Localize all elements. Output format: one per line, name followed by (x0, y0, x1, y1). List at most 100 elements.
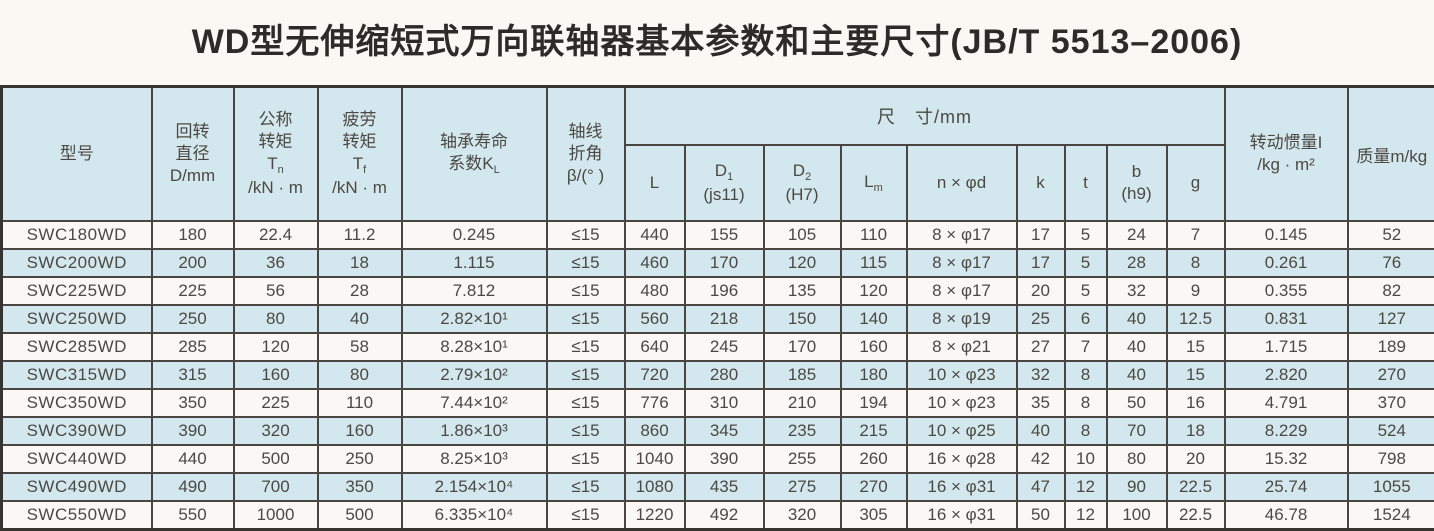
value-cell: 7.44×10² (402, 389, 547, 417)
value-cell: 20 (1017, 277, 1065, 305)
value-cell: ≤15 (547, 417, 625, 445)
value-cell: 46.78 (1225, 501, 1348, 529)
value-cell: 110 (318, 389, 402, 417)
model-cell: SWC440WD (2, 445, 152, 473)
col-header-L: L (625, 145, 685, 221)
value-cell: 250 (152, 305, 234, 333)
value-cell: 15 (1167, 361, 1225, 389)
value-cell: 2.82×10¹ (402, 305, 547, 333)
value-cell: ≤15 (547, 361, 625, 389)
value-cell: 700 (234, 473, 318, 501)
col-header-nominal-torque: 公称 转矩 Tn /kN · m (234, 87, 318, 222)
value-cell: 285 (152, 333, 234, 361)
value-cell: 435 (685, 473, 764, 501)
value-cell: 160 (234, 361, 318, 389)
value-cell: 315 (152, 361, 234, 389)
value-cell: 490 (152, 473, 234, 501)
value-cell: 860 (625, 417, 685, 445)
value-cell: 218 (685, 305, 764, 333)
model-cell: SWC315WD (2, 361, 152, 389)
model-cell: SWC200WD (2, 249, 152, 277)
col-header-nxd: n × φd (907, 145, 1017, 221)
value-cell: 56 (234, 277, 318, 305)
value-cell: 235 (764, 417, 841, 445)
value-cell: 115 (841, 249, 907, 277)
model-cell: SWC350WD (2, 389, 152, 417)
value-cell: 32 (1017, 361, 1065, 389)
value-cell: 10 × φ23 (907, 361, 1017, 389)
value-cell: 140 (841, 305, 907, 333)
value-cell: 16 (1167, 389, 1225, 417)
value-cell: 0.145 (1225, 221, 1348, 249)
value-cell: 5 (1065, 277, 1107, 305)
value-cell: 8 (1065, 389, 1107, 417)
col-header-mass: 质量m/kg (1348, 87, 1434, 222)
value-cell: 100 (1107, 501, 1167, 529)
value-cell: 22.4 (234, 221, 318, 249)
value-cell: 275 (764, 473, 841, 501)
value-cell: 640 (625, 333, 685, 361)
value-cell: 776 (625, 389, 685, 417)
value-cell: 11.2 (318, 221, 402, 249)
value-cell: 8 × φ19 (907, 305, 1017, 333)
value-cell: ≤15 (547, 277, 625, 305)
value-cell: 0.261 (1225, 249, 1348, 277)
value-cell: 40 (1107, 361, 1167, 389)
value-cell: 5 (1065, 249, 1107, 277)
value-cell: 0.831 (1225, 305, 1348, 333)
value-cell: 1.86×10³ (402, 417, 547, 445)
col-header-deflection-angle: 轴线 折角 β/(° ) (547, 87, 625, 222)
value-cell: 24 (1107, 221, 1167, 249)
coupling-spec-table: 型号 回转 直径 D/mm 公称 转矩 Tn /kN · m 疲劳 转矩 Tf … (0, 85, 1434, 531)
value-cell: 8.229 (1225, 417, 1348, 445)
value-cell: 70 (1107, 417, 1167, 445)
value-cell: 250 (318, 445, 402, 473)
value-cell: 1055 (1348, 473, 1434, 501)
value-cell: 90 (1107, 473, 1167, 501)
value-cell: 480 (625, 277, 685, 305)
value-cell: 180 (152, 221, 234, 249)
value-cell: 170 (764, 333, 841, 361)
value-cell: 160 (318, 417, 402, 445)
col-header-D2: D2 (H7) (764, 145, 841, 221)
value-cell: 196 (685, 277, 764, 305)
value-cell: 1.115 (402, 249, 547, 277)
value-cell: 1220 (625, 501, 685, 529)
col-header-k: k (1017, 145, 1065, 221)
col-header-inertia: 转动惯量I /kg · m² (1225, 87, 1348, 222)
value-cell: 120 (234, 333, 318, 361)
value-cell: 8 × φ17 (907, 221, 1017, 249)
value-cell: 120 (841, 277, 907, 305)
value-cell: 440 (152, 445, 234, 473)
value-cell: 28 (318, 277, 402, 305)
value-cell: 10 (1065, 445, 1107, 473)
value-cell: 320 (234, 417, 318, 445)
col-header-bearing-life: 轴承寿命 系数KL (402, 87, 547, 222)
value-cell: 170 (685, 249, 764, 277)
value-cell: 18 (318, 249, 402, 277)
value-cell: 12.5 (1167, 305, 1225, 333)
value-cell: 58 (318, 333, 402, 361)
value-cell: 500 (234, 445, 318, 473)
value-cell: 2.79×10² (402, 361, 547, 389)
value-cell: 345 (685, 417, 764, 445)
value-cell: 82 (1348, 277, 1434, 305)
value-cell: 42 (1017, 445, 1065, 473)
page-title: WD型无伸缩短式万向联轴器基本参数和主要尺寸(JB/T 5513–2006) (0, 14, 1434, 63)
value-cell: 120 (764, 249, 841, 277)
value-cell: 1.715 (1225, 333, 1348, 361)
value-cell: 185 (764, 361, 841, 389)
value-cell: 105 (764, 221, 841, 249)
value-cell: 270 (841, 473, 907, 501)
value-cell: 160 (841, 333, 907, 361)
value-cell: 6.335×10⁴ (402, 501, 547, 529)
value-cell: 7 (1065, 333, 1107, 361)
value-cell: 17 (1017, 249, 1065, 277)
value-cell: 40 (1017, 417, 1065, 445)
value-cell: ≤15 (547, 221, 625, 249)
value-cell: 560 (625, 305, 685, 333)
